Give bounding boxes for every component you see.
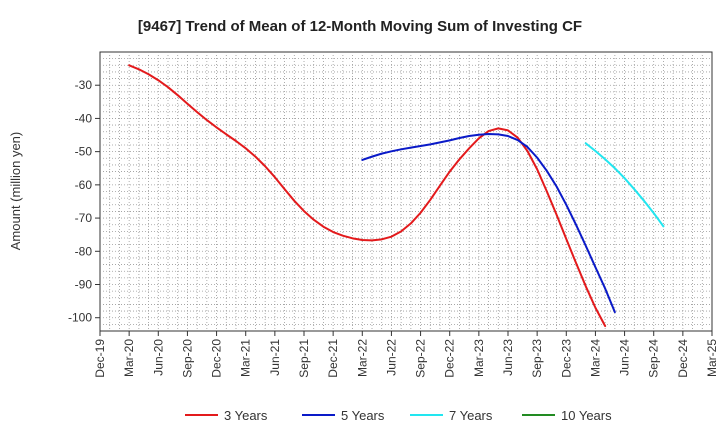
x-tick-label: Sep-22 — [414, 339, 428, 378]
legend-label: 3 Years — [224, 408, 268, 423]
x-tick-label: Mar-25 — [705, 339, 719, 377]
y-tick-label: -100 — [68, 311, 92, 325]
x-tick-label: Dec-24 — [676, 339, 690, 378]
x-tick-label: Jun-22 — [384, 339, 398, 376]
y-tick-label: -50 — [75, 145, 93, 159]
series-line-5-years — [361, 133, 616, 314]
grid — [100, 52, 712, 331]
x-tick-label: Mar-23 — [472, 339, 486, 377]
x-tick-label: Jun-20 — [151, 339, 165, 376]
x-tick-label: Sep-24 — [647, 339, 661, 378]
y-tick-label: -70 — [75, 211, 93, 225]
x-tick-label: Dec-22 — [443, 339, 457, 378]
legend-label: 7 Years — [449, 408, 493, 423]
y-axis: -30 -40 -50 -60 -70 -80 -90 -100 — [68, 78, 100, 325]
x-tick-label: Dec-21 — [326, 339, 340, 378]
x-tick-label: Sep-23 — [530, 339, 544, 378]
x-axis: Dec-19 Mar-20 Jun-20 Sep-20 Dec-20 Mar-21 Jun-… — [93, 331, 719, 378]
y-tick-label: -30 — [75, 78, 93, 92]
series-lines — [128, 64, 665, 328]
x-tick-label: Dec-20 — [210, 339, 224, 378]
y-tick-label: -60 — [75, 178, 93, 192]
x-tick-label: Mar-20 — [122, 339, 136, 377]
x-tick-label: Dec-19 — [93, 339, 107, 378]
x-tick-label: Mar-24 — [588, 339, 602, 377]
legend: 3 Years 5 Years 7 Years 10 Years — [185, 408, 612, 423]
y-tick-label: -80 — [75, 244, 93, 258]
series-line-3-years — [128, 64, 607, 328]
legend-label: 5 Years — [341, 408, 385, 423]
x-tick-label: Jun-23 — [501, 339, 515, 376]
x-tick-label: Sep-21 — [297, 339, 311, 378]
x-tick-label: Sep-20 — [180, 339, 194, 378]
x-tick-label: Mar-22 — [355, 339, 369, 377]
y-axis-label: Amount (million yen) — [8, 132, 23, 251]
y-tick-label: -40 — [75, 111, 93, 125]
series-line-7-years — [584, 142, 665, 228]
y-tick-label: -90 — [75, 278, 93, 292]
x-tick-label: Jun-24 — [618, 339, 632, 376]
chart-title: [9467] Trend of Mean of 12-Month Moving … — [138, 18, 582, 35]
legend-label: 10 Years — [561, 408, 612, 423]
x-tick-label: Mar-21 — [239, 339, 253, 377]
x-tick-label: Dec-23 — [559, 339, 573, 378]
x-tick-label: Jun-21 — [268, 339, 282, 376]
